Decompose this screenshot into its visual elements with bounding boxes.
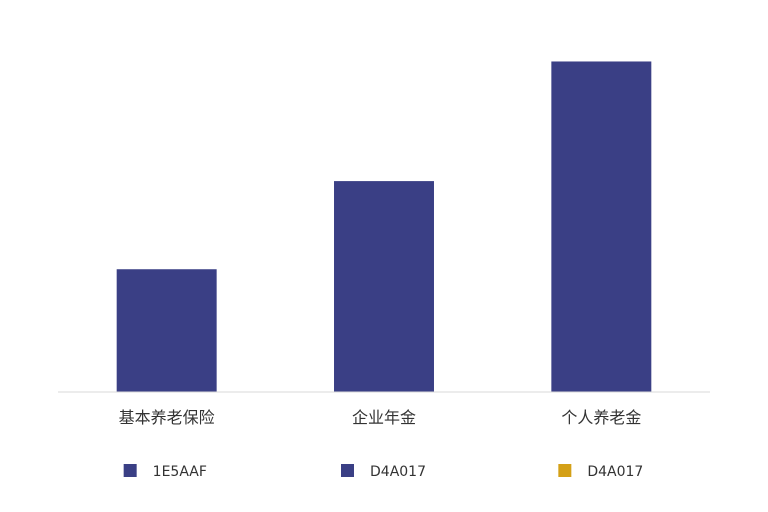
legend-item: D4A017: [341, 464, 426, 480]
legend-label: D4A017: [370, 464, 426, 480]
legend: 1E5AAF D4A017 D4A017: [123, 464, 643, 480]
category-label: 企业年金: [352, 408, 416, 427]
bar-3: [551, 61, 652, 392]
legend-swatch: [558, 464, 572, 477]
legend-swatch: [123, 464, 137, 477]
category-label: 个人养老金: [561, 408, 641, 427]
bar-2: [334, 181, 434, 392]
bar-1: [116, 269, 217, 392]
legend-label: 1E5AAF: [153, 464, 207, 480]
category-label: 基本养老保险: [119, 408, 215, 427]
bars-group: [116, 61, 652, 392]
legend-item: 1E5AAF: [123, 464, 207, 480]
legend-label: D4A017: [587, 464, 643, 480]
legend-item: D4A017: [558, 464, 643, 480]
category-labels: 基本养老保险 企业年金 个人养老金: [119, 408, 642, 427]
legend-swatch: [341, 464, 354, 477]
